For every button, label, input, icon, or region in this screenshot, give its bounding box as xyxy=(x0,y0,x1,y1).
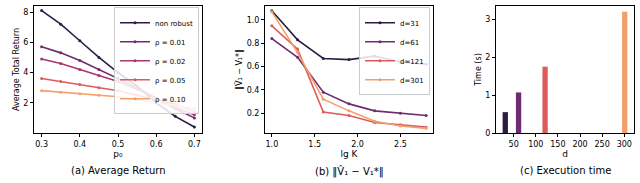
svg-text:d=301: d=301 xyxy=(400,77,424,85)
svg-text:p₀: p₀ xyxy=(113,149,123,159)
svg-text:(b) ‖V̂₁ − V₁*‖: (b) ‖V̂₁ − V₁*‖ xyxy=(315,165,384,178)
svg-text:2: 2 xyxy=(23,99,28,108)
svg-text:d=121: d=121 xyxy=(400,58,424,66)
svg-text:0.4: 0.4 xyxy=(247,86,260,95)
svg-text:0.7: 0.7 xyxy=(188,140,201,149)
svg-text:d=31: d=31 xyxy=(400,20,419,28)
svg-text:1.5: 1.5 xyxy=(308,140,321,149)
svg-text:0.5: 0.5 xyxy=(112,140,125,149)
svg-text:8: 8 xyxy=(23,8,28,17)
svg-text:0.8: 0.8 xyxy=(247,39,260,48)
svg-text:300: 300 xyxy=(617,140,632,149)
svg-text:2.0: 2.0 xyxy=(351,140,364,149)
svg-text:3: 3 xyxy=(485,15,490,24)
svg-text:‖V̂₁ − V₁*‖: ‖V̂₁ − V₁*‖ xyxy=(234,49,244,90)
svg-text:6: 6 xyxy=(23,38,28,47)
svg-text:4: 4 xyxy=(23,68,28,77)
svg-text:250: 250 xyxy=(595,140,610,149)
svg-text:ρ = 0.01: ρ = 0.01 xyxy=(155,39,185,47)
svg-text:ρ = 0.05: ρ = 0.05 xyxy=(155,77,185,85)
svg-text:non robust: non robust xyxy=(155,20,193,28)
svg-text:150: 150 xyxy=(550,140,565,149)
svg-text:50: 50 xyxy=(509,140,519,149)
svg-text:ρ = 0.02: ρ = 0.02 xyxy=(155,58,185,66)
svg-text:2.5: 2.5 xyxy=(394,140,407,149)
svg-text:Average Total Return: Average Total Return xyxy=(12,28,21,111)
svg-text:Time (s): Time (s) xyxy=(474,53,483,87)
svg-text:0: 0 xyxy=(485,129,490,138)
svg-text:(c) Execution time: (c) Execution time xyxy=(520,165,611,176)
svg-text:ρ = 0.10: ρ = 0.10 xyxy=(155,96,185,104)
svg-text:100: 100 xyxy=(528,140,543,149)
svg-text:d: d xyxy=(562,149,568,159)
svg-text:0.3: 0.3 xyxy=(35,140,48,149)
svg-text:0.6: 0.6 xyxy=(150,140,163,149)
svg-text:lg K: lg K xyxy=(341,149,359,159)
svg-text:0.2: 0.2 xyxy=(247,109,260,118)
svg-text:1.0: 1.0 xyxy=(265,140,278,149)
svg-text:0.6: 0.6 xyxy=(247,62,260,71)
svg-text:(a) Average Return: (a) Average Return xyxy=(71,165,166,176)
svg-text:2: 2 xyxy=(485,53,490,62)
svg-text:200: 200 xyxy=(572,140,587,149)
svg-text:d=61: d=61 xyxy=(400,39,419,47)
svg-text:0.4: 0.4 xyxy=(73,140,86,149)
svg-text:1.0: 1.0 xyxy=(247,16,260,25)
svg-text:1: 1 xyxy=(485,91,490,100)
